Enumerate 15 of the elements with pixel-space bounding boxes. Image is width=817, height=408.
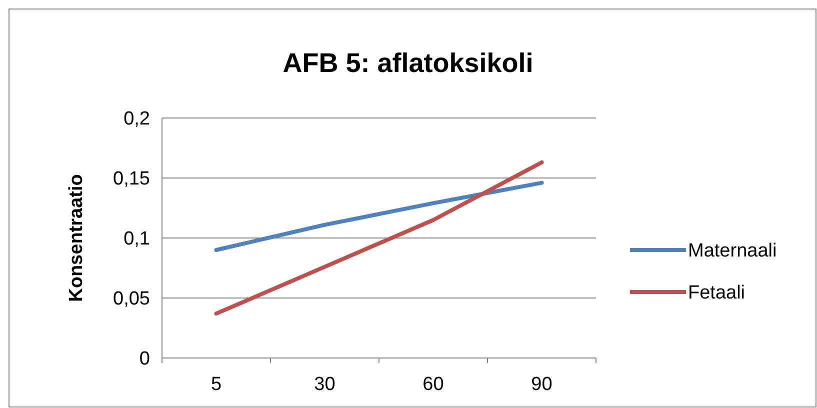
line-series	[214, 180, 544, 252]
legend-label: Maternaali	[688, 240, 777, 262]
x-tick-label: 60	[422, 374, 444, 395]
legend-label: Fetaali	[688, 282, 746, 304]
line-series	[214, 160, 544, 316]
y-tick-label: 0	[139, 348, 150, 370]
x-tick-label: 5	[210, 374, 222, 395]
y-tick-label: 0,1	[124, 228, 150, 250]
x-tick-label: 90	[531, 374, 552, 395]
x-tick-label: 30	[314, 374, 336, 395]
y-tick-label: 0,2	[124, 108, 150, 130]
y-axis-title: Konsentraatio	[66, 174, 87, 302]
chart-title: AFB 5: aflatoksikoli	[282, 48, 534, 78]
y-tick-label: 0,05	[113, 288, 150, 310]
y-tick-label: 0,15	[113, 168, 150, 190]
